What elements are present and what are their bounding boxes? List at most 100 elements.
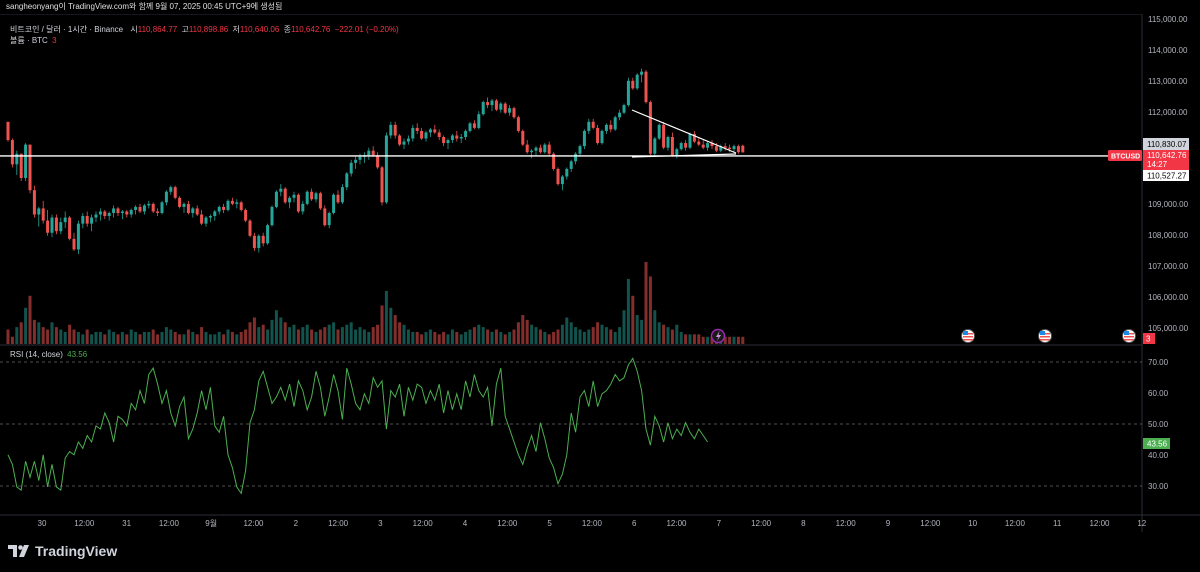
volume-bar [362,329,366,344]
volume-bar [609,329,613,344]
rsi-value-marker-bg [1143,438,1170,449]
candle-body [631,80,635,89]
volume-bar [486,329,490,344]
us-flag-event-icon-1[interactable] [961,329,975,343]
candle-body [296,194,300,212]
volume-legend[interactable]: 볼륨 · BTC 3 [10,35,59,46]
candle-body [327,212,331,226]
us-flag-event-icon-3[interactable] [1122,329,1136,343]
candle-body [200,214,204,224]
candle-body [503,103,507,113]
volume-bar [72,329,76,344]
volume-bar [468,329,472,344]
volume-bar [600,324,604,344]
candle-body [521,130,525,145]
rsi-axis[interactable]: 70.00 60.00 50.00 40.00 30.00 43.56 [1143,358,1170,491]
price-tick: 108,000.00 [1148,231,1189,240]
candle-body [688,133,692,148]
current-price-bg [1143,150,1189,170]
candle-body [349,162,353,174]
volume-bar [565,317,569,344]
wedge-lower-trendline[interactable] [631,153,737,158]
volume-bar [653,310,657,344]
volume-bar [195,334,199,344]
volume-bar [354,329,358,344]
candle-body [393,124,397,136]
volume-bar [358,327,362,344]
volume-bar [596,322,600,344]
candle-body [358,156,362,160]
volume-bars [6,262,745,344]
upper-marker-bg [1143,138,1189,150]
volume-bar [244,329,248,344]
volume-bar [688,334,692,344]
change-value: −222.01 (−0.20%) [334,25,399,34]
candle-body [697,141,701,145]
price-tick: 114,000.00 [1148,46,1188,55]
time-axis[interactable]: 30 12:00 31 12:00 9월 12:00 2 12:00 3 12:00 4 12:00 5… [38,518,1147,528]
volume-bar [37,322,41,344]
volume-bar [305,324,309,344]
volume-bar [706,336,710,344]
volume-bar [125,334,129,344]
candle-body [257,235,261,248]
volume-bar [420,334,424,344]
volume-bar [472,327,476,344]
price-axis[interactable]: 115,000.00 114,000.00 113,000.00 112,000… [1148,15,1189,333]
price-markers: 110,830.07 BTCUSD 110,642.76 14:27 110,5… [1108,138,1189,344]
volume-bar [345,324,349,344]
candle-body [653,138,657,154]
time-tick: 7 [717,519,722,528]
symbol-legend[interactable]: 비트코인 / 달러 · 1시간 · Binance 시110,864.77 고1… [10,24,401,35]
volume-bar [151,329,155,344]
candle-body [486,102,490,106]
volume-bar [662,324,666,344]
candle-body [310,191,314,200]
candle-body [472,123,476,128]
rsi-legend[interactable]: RSI (14, close) 43.56 [10,350,89,359]
volume-bar [587,329,591,344]
volume-bar [521,315,525,344]
volume-bar [336,329,340,344]
candle-body [547,144,551,154]
candle-body [415,127,419,131]
volume-bar [604,327,608,344]
time-tick: 6 [632,519,637,528]
volume-bar [499,331,503,344]
candle-body [345,173,349,188]
candle-body [692,133,696,142]
volume-bar [10,336,14,344]
volume-bar [288,327,292,344]
candle-body [398,135,402,145]
volume-bar [107,329,111,344]
candle-body [569,161,573,169]
open-value: 110,864.77 [137,25,178,34]
candle-body [552,153,556,169]
volume-bar [626,278,630,344]
volume-label: 볼륨 · BTC [10,36,48,45]
candle-body [332,194,336,213]
volume-bar [618,327,622,344]
us-flag-event-icon-2[interactable] [1038,329,1052,343]
volume-bar [538,329,542,344]
candle-body [736,146,740,153]
candle-body [732,146,736,150]
volume-bar [631,295,635,344]
wedge-upper-trendline[interactable] [631,109,737,154]
tradingview-logo[interactable]: TradingView [8,543,117,559]
symbol-tag: BTCUSD [1111,154,1140,161]
time-tick: 12:00 [497,519,518,528]
candle-body [604,124,608,131]
candle-body [596,127,600,144]
volume-bar [301,327,305,344]
lower-marker-bg [1143,170,1189,181]
candle-body [90,217,94,224]
symbol-name: 비트코인 / 달러 · 1시간 · Binance [10,25,124,34]
lightning-icon[interactable] [710,328,726,344]
volume-bar [433,331,437,344]
volume-bar [266,329,270,344]
volume-bar [213,334,217,344]
candle-body [156,211,160,213]
candle-body [138,206,142,212]
